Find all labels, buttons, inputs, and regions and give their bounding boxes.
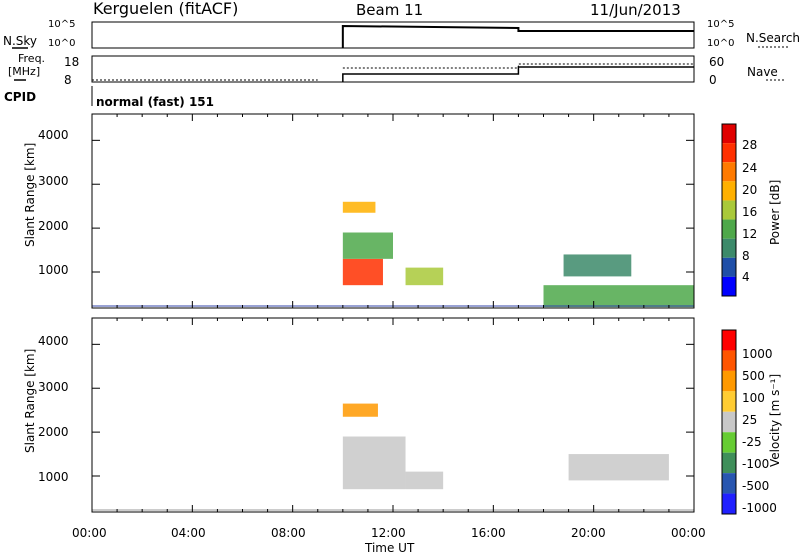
scatter-region	[342, 436, 406, 490]
power-colorbar-segment	[722, 124, 736, 144]
freq-unit: [MHz]	[8, 65, 41, 78]
nsearch-tick-top: 10^5	[707, 19, 735, 30]
velocity-colorbar-segment	[722, 452, 736, 474]
beam-label: Beam 11	[356, 1, 424, 19]
velocity-cbar-tick: -25	[742, 435, 762, 449]
velocity-colorbar-segment	[722, 411, 736, 433]
scatter-region	[342, 201, 376, 213]
velocity-ytick: 1000	[38, 470, 69, 484]
freq-trace	[342, 66, 694, 82]
nave-tick-top: 60	[709, 55, 725, 69]
cpid-label: CPID	[4, 90, 37, 104]
nsky-tick-top: 10^5	[48, 19, 76, 30]
velocity-colorbar-segment	[722, 391, 736, 412]
xtick: 12:00	[371, 526, 406, 540]
power-colorbar-segment	[722, 219, 736, 239]
power-cbar-tick: 28	[742, 138, 758, 152]
scatter-region	[563, 254, 632, 277]
velocity-colorbar-segment	[722, 330, 736, 351]
velocity-cbar-tick: 25	[742, 413, 758, 427]
scatter-region	[568, 454, 669, 481]
scatter-region	[342, 403, 378, 417]
velocity-cbar-tick: -500	[742, 479, 770, 493]
freq-panel-frame	[91, 55, 695, 83]
power-ytick: 2000	[38, 219, 69, 233]
power-ytick: 3000	[38, 174, 69, 188]
nsky-label: N.Sky	[3, 34, 38, 48]
date-label: 11/Jun/2013	[590, 1, 681, 19]
power-cbar-tick: 8	[742, 249, 750, 263]
freq-label: Freq.	[18, 52, 46, 65]
nave-trace	[342, 63, 694, 69]
xtick: 00:00	[72, 526, 107, 540]
power-colorbar-segment	[722, 257, 736, 277]
power-cbar-tick: 20	[742, 183, 758, 197]
nsky-trace	[341, 24, 694, 48]
velocity-cbar-tick: 100	[742, 391, 765, 405]
xtick: 00:00	[671, 526, 706, 540]
xlabel: Time UT	[365, 541, 415, 555]
power-cbar-tick: 24	[742, 161, 758, 175]
power-colorbar-segment	[722, 238, 736, 258]
freq-tick-top: 18	[64, 55, 80, 69]
power-cbar-tick: 12	[742, 227, 758, 241]
power-colorbar-segment	[722, 200, 736, 220]
velocity-cbar-tick: -100	[742, 457, 770, 471]
xtick: 08:00	[271, 526, 306, 540]
power-colorbar-segment	[722, 162, 736, 182]
velocity-colorbar-frame	[721, 329, 737, 515]
xtick: 16:00	[471, 526, 506, 540]
power-panel-frame	[91, 113, 695, 309]
power-ytick: 1000	[38, 263, 69, 277]
nsearch-tick-bottom: 10^0	[707, 38, 735, 49]
velocity-ytick: 2000	[38, 425, 69, 439]
velocity-colorbar-segment	[722, 350, 736, 371]
velocity-cbar-tick: 500	[742, 369, 765, 383]
power-colorbar-segment	[722, 276, 736, 296]
velocity-colorbar-segment	[722, 370, 736, 392]
velocity-colorbar-segment	[722, 473, 736, 494]
xtick: 20:00	[571, 526, 606, 540]
station-title: Kerguelen (fitACF)	[93, 0, 239, 18]
cpid-value: normal (fast) 151	[96, 95, 214, 109]
power-colorbar-frame	[721, 123, 737, 297]
scatter-region	[543, 285, 694, 308]
nave-label: Nave	[747, 65, 778, 79]
power-cbar-tick: 4	[742, 270, 750, 284]
xtick: 04:00	[171, 526, 206, 540]
nsky-tick-bottom: 10^0	[48, 38, 76, 49]
power-colorbar-segment	[722, 181, 736, 201]
scatter-region	[405, 471, 444, 490]
scatter-region	[342, 232, 393, 259]
power-colorbar-segment	[722, 143, 736, 163]
nsearch-label: N.Search	[746, 31, 800, 45]
velocity-ytick: 3000	[38, 380, 69, 394]
power-ytick: 4000	[38, 128, 69, 142]
velocity-colorbar-segment	[722, 432, 736, 453]
velocity-colorbar-segment	[722, 493, 736, 514]
nsky-panel-frame	[91, 21, 695, 49]
velocity-cbar-tick: 1000	[742, 347, 773, 361]
scatter-region	[405, 267, 444, 286]
power-cbar-tick: 16	[742, 205, 758, 219]
velocity-ytick: 4000	[38, 334, 69, 348]
nave-tick-bottom: 0	[709, 73, 717, 87]
scatter-region	[342, 258, 383, 286]
velocity-cbar-tick: -1000	[742, 501, 777, 515]
freq-tick-bottom: 8	[64, 73, 72, 87]
